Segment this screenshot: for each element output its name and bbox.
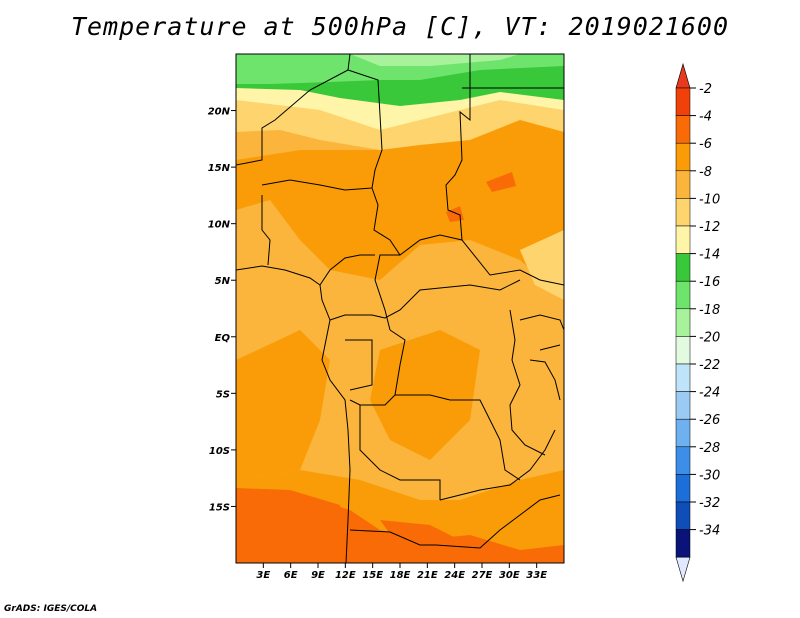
colorbar-label: -2	[699, 82, 712, 97]
colorbar-bottom-arrow	[675, 556, 691, 583]
lat-tick-label: 20N	[208, 107, 231, 118]
colorbar-swatch	[675, 418, 691, 448]
colorbar-label: -20	[699, 330, 720, 345]
grads-credit: GrADS: IGES/COLA	[4, 604, 98, 614]
country-borders	[236, 54, 564, 563]
lat-tick-label: 15S	[209, 502, 230, 513]
colorbar-label: -28	[699, 441, 720, 456]
map-title: Temperature at 500hPa [C], VT: 201902160…	[70, 12, 730, 41]
lat-tick-label: 15N	[208, 163, 231, 174]
colorbar-swatch	[675, 474, 691, 503]
lat-tick-label: EQ	[215, 333, 231, 344]
colorbar-label: -18	[699, 303, 720, 318]
latitude-axis: 20N 15N 10N 5N EQ 5S 10S 15S	[208, 107, 236, 513]
lat-tick-label: 10N	[208, 220, 231, 231]
colorbar-swatch	[675, 115, 691, 144]
colorbar-label: -10	[699, 192, 720, 207]
colorbar-swatch	[675, 253, 691, 282]
lat-tick-label: 10S	[209, 446, 230, 457]
colorbar-label: -24	[699, 386, 720, 401]
colorbar-swatch	[675, 142, 691, 172]
lon-tick-label: 3E	[256, 570, 270, 581]
colorbar-swatch	[675, 225, 691, 254]
colorbar-swatch	[675, 87, 691, 116]
lat-tick-label: 5S	[216, 389, 230, 400]
colorbar-label: -32	[699, 496, 720, 511]
lon-tick-label: 24E	[444, 570, 465, 581]
lon-tick-label: 27E	[472, 570, 493, 581]
colorbar-label: -8	[699, 165, 712, 180]
colorbar-label: -6	[699, 137, 712, 152]
colorbar-swatch	[675, 446, 691, 475]
colorbar-label: -34	[699, 524, 720, 539]
lon-tick-label: 30E	[499, 570, 520, 581]
lon-tick-label: 33E	[526, 570, 547, 581]
temperature-field	[236, 54, 564, 563]
colorbar-swatch	[675, 363, 691, 392]
colorbar-swatch	[675, 529, 691, 558]
lon-tick-label: 18E	[390, 570, 411, 581]
colorbar: -2 -4 -6 -8 -10 -12 -14 -16 -18 -20 -22 -24 -26 -28 -3…	[675, 62, 720, 583]
colorbar-label: -30	[699, 468, 720, 483]
colorbar-swatch	[675, 198, 691, 227]
longitude-axis: 3E 6E 9E 12E 15E 18E 21E 24E 27E 30E 33E	[256, 563, 547, 581]
lon-tick-label: 15E	[362, 570, 383, 581]
colorbar-swatch	[675, 280, 691, 310]
lon-tick-label: 12E	[335, 570, 356, 581]
lon-tick-label: 9E	[311, 570, 325, 581]
colorbar-swatch	[675, 336, 691, 365]
lon-tick-label: 21E	[417, 570, 438, 581]
colorbar-swatch	[675, 170, 691, 199]
colorbar-top-arrow	[675, 62, 691, 89]
lat-tick-label: 5N	[215, 276, 231, 287]
colorbar-label: -26	[699, 413, 720, 428]
colorbar-label: -12	[699, 220, 720, 235]
lon-tick-label: 6E	[284, 570, 298, 581]
colorbar-label: -14	[699, 248, 720, 263]
colorbar-swatch	[675, 501, 691, 530]
colorbar-swatch	[675, 308, 691, 337]
colorbar-label: -22	[699, 358, 720, 373]
colorbar-label: -4	[699, 110, 712, 125]
colorbar-swatch	[675, 391, 691, 420]
colorbar-label: -16	[699, 275, 720, 290]
